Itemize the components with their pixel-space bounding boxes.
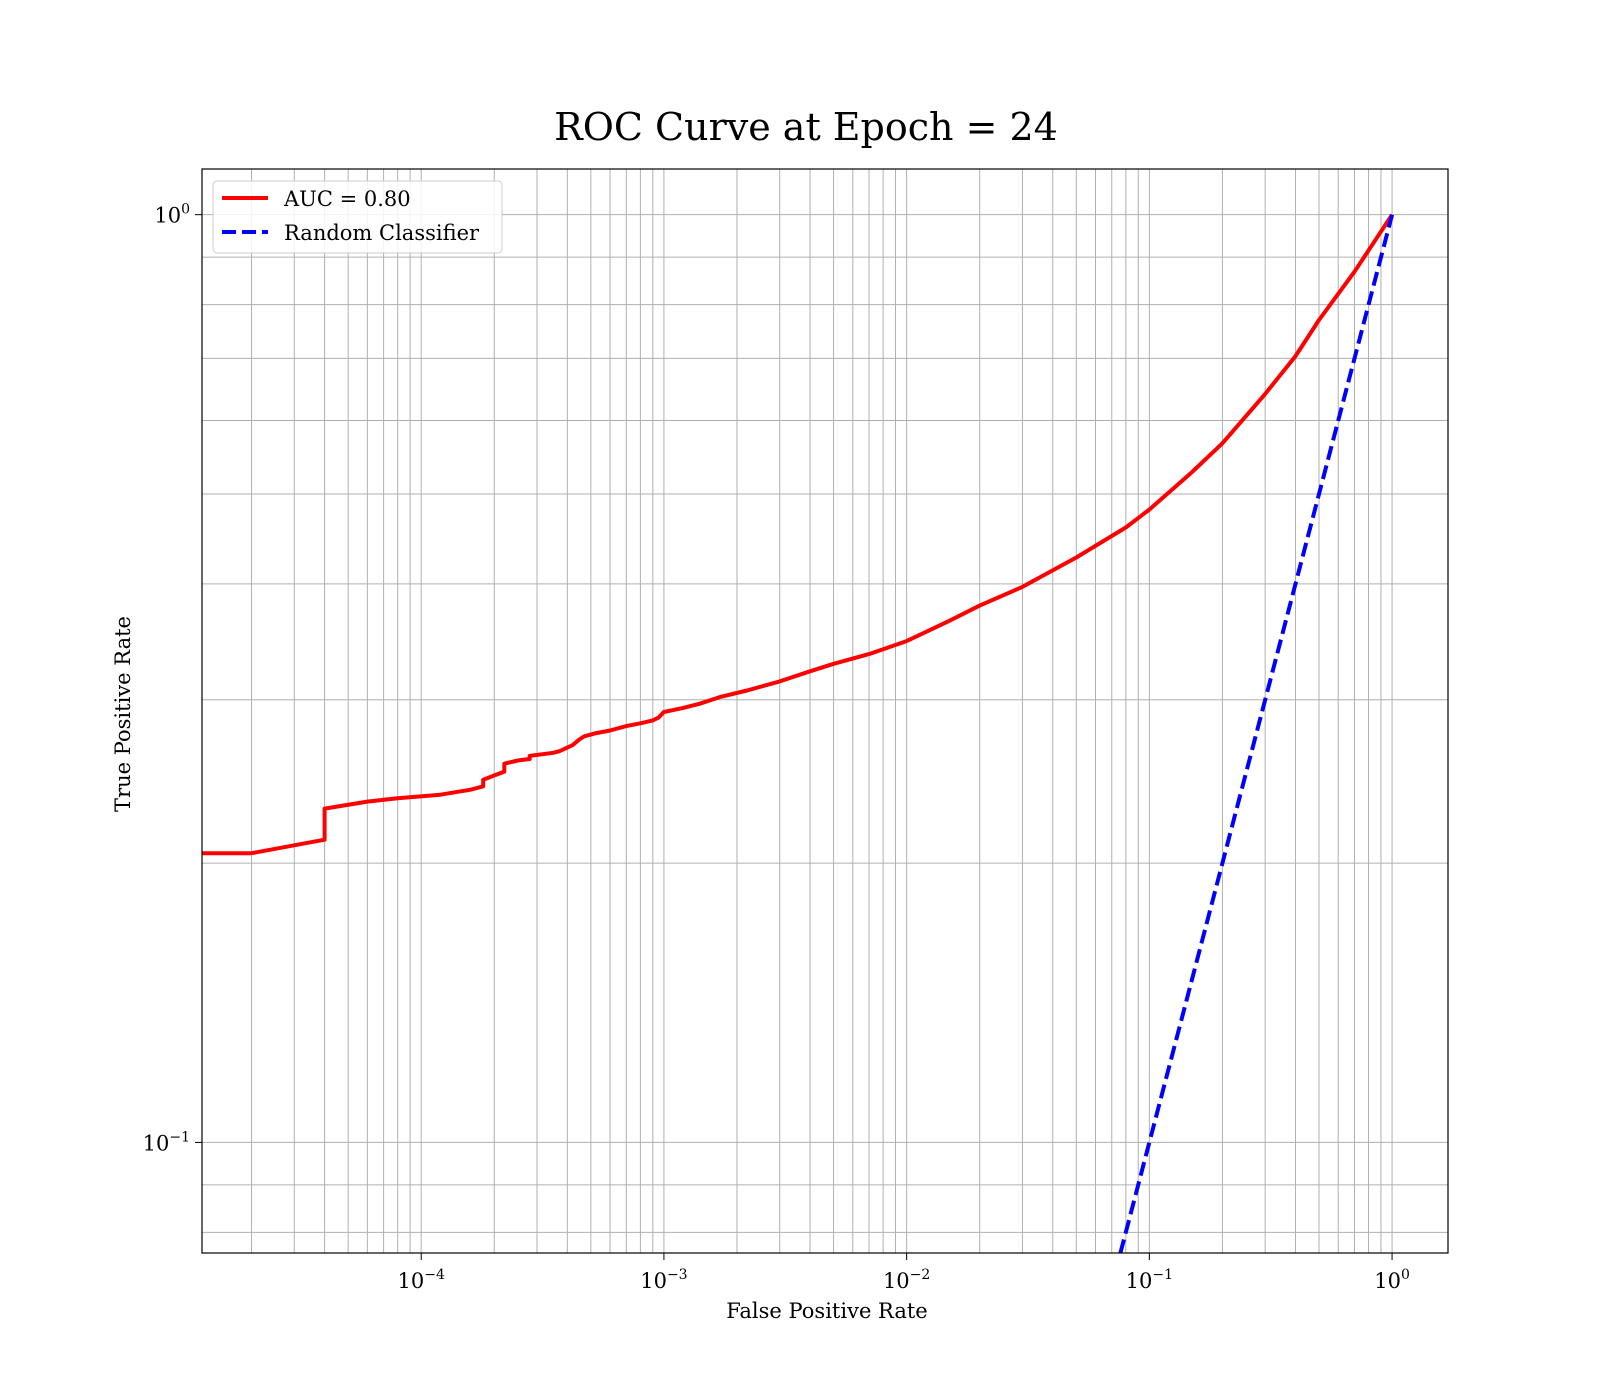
plot-frame <box>201 168 1449 1254</box>
y-tick-label: 100 <box>154 202 190 228</box>
x-axis-label: False Positive Rate <box>726 1299 927 1323</box>
random-classifier-line <box>1118 214 1395 1254</box>
chart-title: ROC Curve at Epoch = 24 <box>554 105 1058 149</box>
x-tick-label: 10−3 <box>640 1267 687 1293</box>
legend-label-auc: AUC = 0.80 <box>283 187 411 211</box>
roc-curve-line <box>202 213 1394 856</box>
y-tick-label: 10−1 <box>143 1129 190 1155</box>
legend-box <box>212 180 503 254</box>
x-tick-label: 100 <box>1374 1267 1410 1293</box>
grid <box>202 169 1448 1253</box>
legend-label-random-classifier: Random Classifier <box>284 221 480 245</box>
y-axis-label: True Positive Rate <box>111 616 135 812</box>
legend: AUC = 0.80 Random Classifier <box>212 180 503 254</box>
x-tick-label: 10−1 <box>1126 1267 1173 1293</box>
x-tick-label: 10−4 <box>398 1267 445 1293</box>
x-tick-label: 10−2 <box>883 1267 930 1293</box>
series-layer <box>202 213 1395 1254</box>
axis-ticks: 10−4 10−3 10−2 10−1 100 10−1 100 <box>143 202 1410 1293</box>
